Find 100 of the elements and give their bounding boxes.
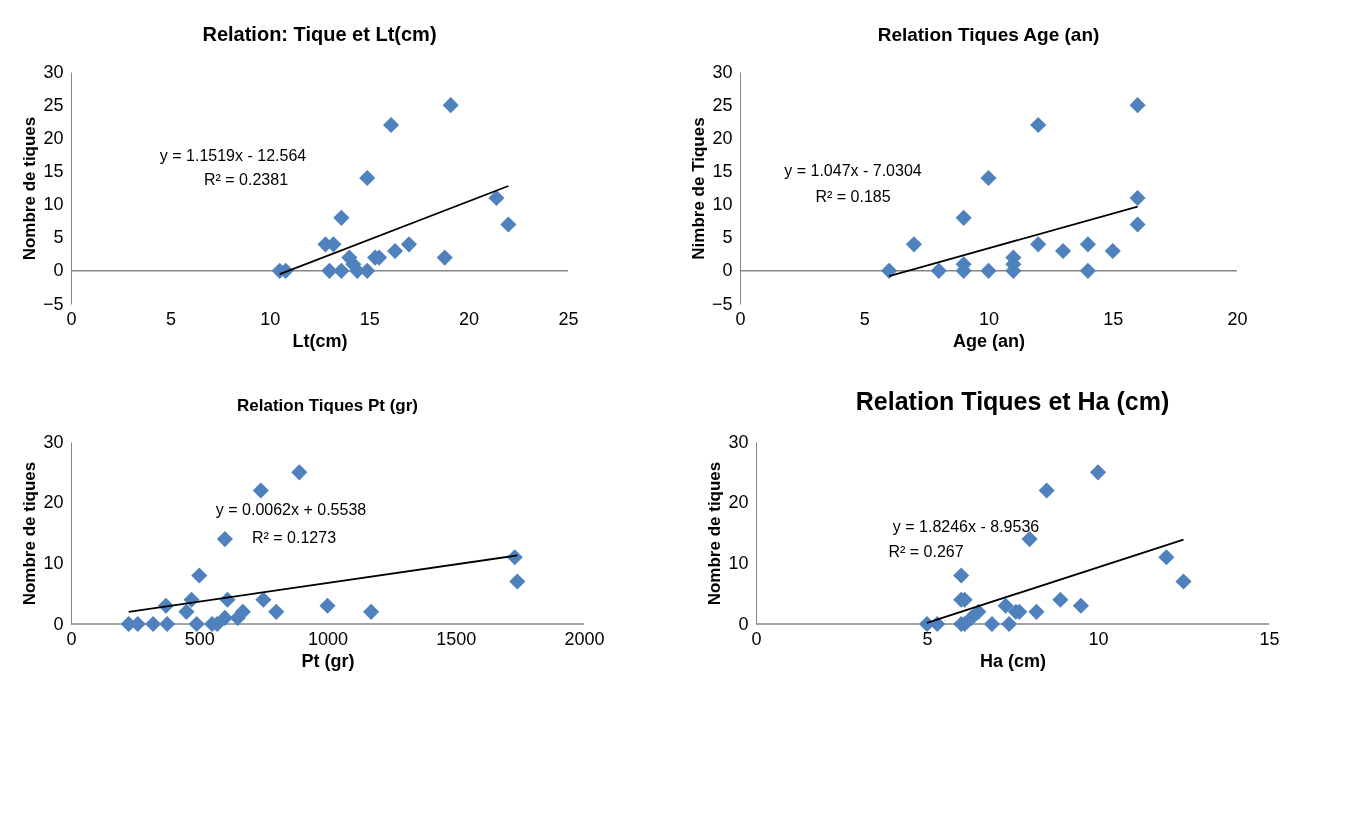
point bbox=[252, 482, 269, 499]
y-tick-label: 0 bbox=[53, 613, 64, 634]
point bbox=[905, 236, 923, 253]
point bbox=[1079, 262, 1096, 279]
y-tick-label: 10 bbox=[43, 552, 64, 573]
point bbox=[500, 216, 517, 233]
point bbox=[319, 597, 336, 614]
y-tick-label: 15 bbox=[43, 160, 64, 181]
y-tick-label: −5 bbox=[42, 293, 64, 314]
point bbox=[1028, 603, 1045, 620]
x-tick-label: 20 bbox=[1227, 308, 1248, 329]
point bbox=[488, 189, 505, 206]
y-tick-label: 0 bbox=[53, 260, 64, 281]
point bbox=[953, 567, 970, 584]
y-tick-label: 30 bbox=[728, 431, 749, 452]
y-tick-label: 5 bbox=[53, 227, 64, 248]
point bbox=[1129, 97, 1146, 114]
point bbox=[1104, 242, 1121, 260]
annotation: y = 1.047x - 7.0304 bbox=[784, 162, 922, 179]
x-tick-label: 10 bbox=[260, 308, 281, 329]
point bbox=[363, 603, 380, 620]
x-tick-label: 0 bbox=[751, 628, 762, 649]
x-axis-title: Pt (gr) bbox=[301, 650, 355, 671]
chart-title: Relation: Tique et Lt(cm) bbox=[202, 23, 437, 45]
point bbox=[1054, 242, 1072, 260]
point bbox=[145, 615, 162, 633]
y-tick-label: −5 bbox=[711, 293, 733, 314]
point bbox=[159, 615, 176, 633]
point bbox=[386, 242, 404, 260]
y-tick-label: 25 bbox=[712, 94, 733, 115]
point bbox=[188, 615, 205, 633]
point bbox=[1158, 549, 1175, 566]
annotation: y = 1.8246x - 8.9536 bbox=[892, 518, 1040, 535]
point bbox=[400, 236, 418, 253]
point bbox=[930, 262, 947, 279]
point bbox=[333, 209, 350, 226]
point bbox=[1129, 189, 1146, 206]
y-axis-title: Nombre de tiques bbox=[20, 461, 40, 606]
x-tick-label: 0 bbox=[66, 628, 77, 649]
y-tick-label: 0 bbox=[722, 260, 733, 281]
point bbox=[234, 603, 251, 620]
point bbox=[178, 603, 195, 620]
point bbox=[983, 615, 1001, 633]
chart-title: Relation Tiques Age (an) bbox=[877, 24, 1100, 45]
point bbox=[1052, 591, 1069, 608]
x-tick-label: 10 bbox=[978, 308, 1000, 329]
annotation: R² = 0.2381 bbox=[203, 171, 289, 188]
y-tick-label: 10 bbox=[728, 552, 749, 573]
x-axis-title: Age (an) bbox=[953, 330, 1026, 351]
x-tick-label: 5 bbox=[165, 308, 176, 329]
x-tick-label: 1500 bbox=[436, 628, 477, 649]
point bbox=[1129, 216, 1146, 233]
x-tick-label: 0 bbox=[66, 308, 77, 329]
point bbox=[359, 170, 376, 187]
x-tick-label: 20 bbox=[459, 308, 480, 329]
point bbox=[191, 567, 208, 584]
x-tick-label: 5 bbox=[922, 628, 933, 649]
point bbox=[1079, 236, 1096, 253]
y-tick-label: 10 bbox=[43, 194, 64, 215]
point bbox=[980, 170, 997, 187]
point bbox=[970, 603, 987, 620]
point bbox=[216, 609, 233, 626]
x-tick-label: 2000 bbox=[564, 628, 605, 649]
x-tick-label: 1000 bbox=[307, 628, 349, 649]
y-axis-title: Nimbre de Tiques bbox=[688, 117, 708, 260]
point bbox=[268, 603, 285, 620]
y-tick-label: 20 bbox=[728, 492, 749, 513]
point bbox=[1175, 573, 1192, 590]
y-tick-label: 15 bbox=[712, 160, 733, 181]
y-tick-label: 10 bbox=[712, 194, 733, 215]
point bbox=[1001, 615, 1018, 633]
x-axis-title: Ha (cm) bbox=[979, 650, 1047, 671]
point bbox=[1021, 531, 1038, 548]
y-tick-label: 25 bbox=[43, 94, 64, 115]
point bbox=[955, 209, 972, 226]
point bbox=[509, 573, 526, 590]
y-tick-label: 20 bbox=[43, 492, 64, 513]
point bbox=[436, 249, 453, 266]
x-tick-label: 15 bbox=[1259, 628, 1280, 649]
point bbox=[442, 97, 459, 114]
annotation: R² = 0.185 bbox=[815, 188, 891, 205]
annotation: R² = 0.1273 bbox=[251, 529, 337, 546]
point bbox=[881, 262, 898, 279]
y-tick-label: 30 bbox=[712, 61, 733, 82]
point bbox=[980, 262, 997, 279]
point bbox=[1030, 116, 1047, 134]
annotation: y = 0.0062x + 0.5538 bbox=[215, 501, 367, 518]
x-axis-title: Lt(cm) bbox=[292, 330, 348, 351]
annotation: y = 1.1519x - 12.564 bbox=[159, 147, 307, 164]
x-tick-label: 10 bbox=[1088, 628, 1109, 649]
point bbox=[321, 262, 338, 279]
chart-title: Relation Tiques Pt (gr) bbox=[236, 396, 419, 415]
point bbox=[291, 464, 308, 481]
x-tick-label: 25 bbox=[558, 308, 579, 329]
annotation: R² = 0.267 bbox=[888, 543, 964, 560]
point bbox=[216, 531, 233, 548]
y-tick-label: 20 bbox=[43, 127, 64, 148]
y-tick-label: 0 bbox=[738, 613, 749, 634]
y-tick-label: 5 bbox=[722, 227, 733, 248]
y-tick-label: 30 bbox=[43, 431, 64, 452]
